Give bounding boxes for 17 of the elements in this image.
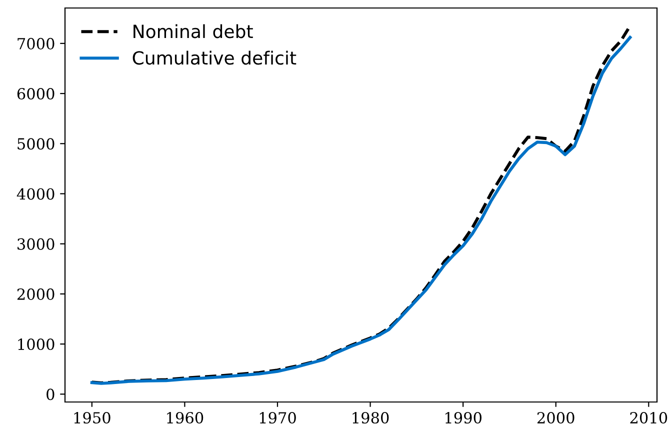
y-tick-label: 5000	[18, 138, 54, 150]
x-tick-label: 2010	[630, 412, 668, 424]
x-tick-label: 1960	[167, 412, 204, 424]
x-tick-label: 1990	[445, 412, 482, 424]
y-tick-label: 0	[46, 388, 54, 400]
y-tick-label: 3000	[18, 238, 54, 250]
legend-label: Cumulative deficit	[132, 50, 296, 65]
y-tick-label: 1000	[18, 338, 54, 350]
legend-label: Nominal debt	[134, 24, 253, 38]
y-tick-label: 7000	[18, 38, 54, 50]
x-tick-label: 2000	[537, 412, 574, 424]
x-tick-label: 1950	[74, 412, 110, 424]
x-tick-label: 1970	[260, 412, 296, 424]
x-tick-label: 1980	[352, 412, 389, 424]
y-tick-label: 6000	[17, 88, 54, 100]
y-tick-label: 4000	[16, 188, 54, 200]
y-tick-label: 2000	[17, 288, 54, 300]
